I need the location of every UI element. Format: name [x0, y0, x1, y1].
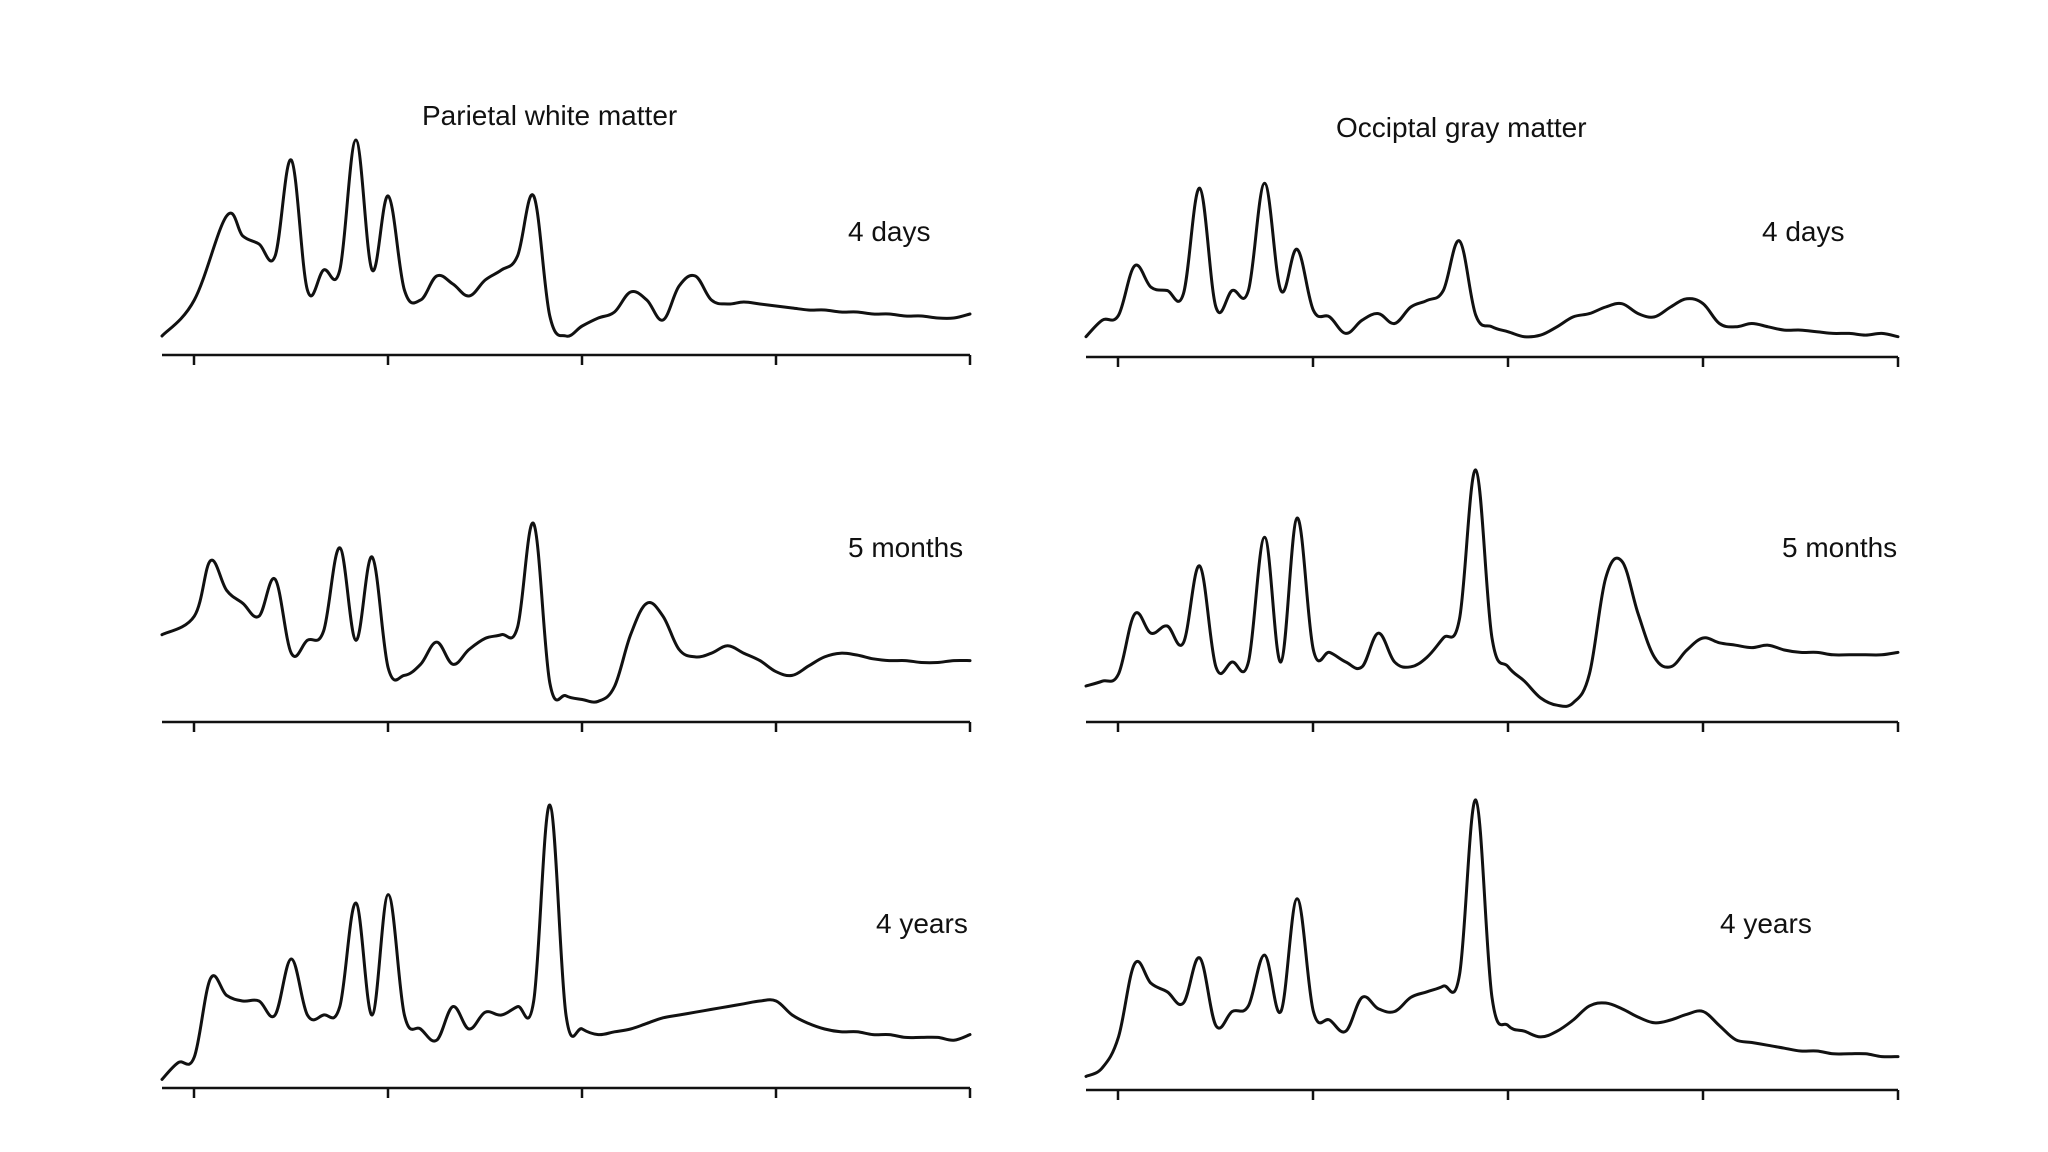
column-title-left: Parietal white matter: [422, 100, 678, 131]
panel-label: 4 days: [848, 216, 931, 247]
spectrum-trace-6: [1084, 798, 1900, 1078]
panel-label: 5 months: [1782, 532, 1898, 563]
panel-label: 4 days: [1762, 216, 1845, 247]
column-title-right: Occiptal gray matter: [1336, 112, 1587, 143]
spectrum-trace-2: [160, 521, 972, 704]
panel-label: 5 months: [848, 532, 964, 563]
spectrum-trace-4: [1084, 181, 1900, 339]
panel-label: 4 years: [876, 908, 968, 939]
panel-label: 4 years: [1720, 908, 1812, 939]
spectrum-trace-1: [160, 138, 972, 338]
spectrum-trace-5: [1084, 468, 1900, 708]
spectrum-trace-3: [160, 803, 972, 1081]
